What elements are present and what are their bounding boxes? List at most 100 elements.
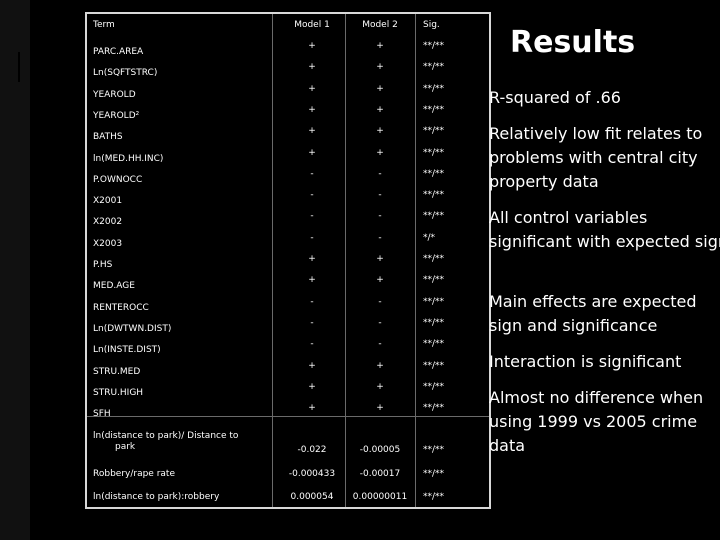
row-term: ln(distance to park):robbery: [93, 492, 220, 502]
row-model1-value: +: [308, 147, 316, 158]
row-model1-value: +: [308, 360, 316, 371]
row-model2-value: +: [376, 147, 384, 158]
row-model1-value: +: [308, 83, 316, 94]
left-decorative-band: [0, 0, 30, 540]
row-model1-value: 0.000054: [290, 492, 334, 502]
row-model2-value: +: [376, 41, 384, 51]
bullet-item: Interaction is significant: [489, 352, 682, 371]
row-sig-value: **/**: [423, 83, 445, 94]
bullet-item: Relatively low fit relates to problems w…: [489, 124, 703, 191]
row-model1-value: -: [310, 339, 314, 350]
row-sig-value: **/**: [423, 296, 445, 307]
row-model1-value: +: [308, 275, 316, 286]
bullet-item: Main effects are expected sign and signi…: [489, 292, 697, 335]
row-sig-value: **/**: [423, 104, 445, 115]
bullet-item: R-squared of .66: [489, 88, 621, 107]
row-model2-value: -: [378, 211, 382, 222]
row-model2-value: -: [378, 232, 382, 243]
table-column-divider: [345, 14, 346, 507]
row-term: YEAROLD: [93, 89, 136, 100]
row-model1-value: -: [310, 168, 314, 179]
row-sig-value: **/**: [423, 317, 445, 328]
row-sig-value: **/**: [423, 254, 445, 264]
row-model2-value: +: [376, 83, 384, 94]
row-model1-value: +: [308, 62, 316, 73]
row-sig-value: **/**: [423, 381, 445, 392]
row-sig-value: **/**: [423, 168, 445, 179]
row-model2-value: +: [376, 381, 384, 392]
row-term: YEAROLD²: [93, 110, 140, 121]
row-term: ln(MED.HH.INC): [93, 153, 164, 164]
row-term: ln(distance to park)/ Distance to: [93, 431, 239, 441]
row-model1-value: -: [310, 317, 314, 328]
row-model2-value: -0.00005: [359, 445, 401, 455]
row-term: BATHS: [93, 132, 123, 143]
row-sig-value: **/**: [423, 211, 445, 222]
row-sig-value: **/**: [423, 339, 445, 350]
row-model1-value: +: [308, 381, 316, 392]
row-term: Ln(SQFTSTRC): [93, 68, 158, 79]
row-model1-value: -: [310, 296, 314, 307]
bullet-item: All control variables significant with e…: [489, 208, 720, 251]
slide: Term Model 1 Model 2 Sig. PARC.AREA + + **/…: [30, 0, 720, 540]
row-model1-value: +: [308, 41, 316, 51]
row-model2-value: +: [376, 254, 384, 264]
header-term: Term: [93, 20, 115, 30]
row-term: SFH: [93, 409, 111, 420]
row-model1-value: -: [310, 211, 314, 222]
row-sig-value: **/**: [423, 190, 445, 201]
table-row-divider: [87, 416, 489, 417]
row-term: P.HS: [93, 260, 113, 270]
results-table: Term Model 1 Model 2 Sig. PARC.AREA + + **/…: [85, 12, 491, 509]
row-term: Ln(DWTWN.DIST): [93, 323, 172, 334]
row-model2-value: -: [378, 296, 382, 307]
table-column-divider: [272, 14, 273, 507]
row-sig-value: **/**: [423, 403, 445, 414]
row-sig-value: **/**: [423, 275, 445, 286]
row-model2-value: +: [376, 104, 384, 115]
row-term: STRU.MED: [93, 366, 141, 377]
row-model2-value: +: [376, 126, 384, 137]
row-sig-value: **/**: [423, 62, 445, 73]
row-sig-value: **/**: [423, 41, 445, 51]
row-sig-value: **/**: [423, 360, 445, 371]
row-model2-value: +: [376, 62, 384, 73]
table-column-divider: [415, 14, 416, 507]
row-sig-value: **/**: [423, 492, 445, 502]
row-sig-value: **/**: [423, 147, 445, 158]
row-term-cont: park: [115, 442, 136, 452]
row-model2-value: -0.00017: [359, 469, 401, 479]
row-term: X2001: [93, 196, 123, 207]
row-sig-value: **/**: [423, 469, 445, 479]
row-model1-value: +: [308, 254, 316, 264]
row-term: RENTEROCC: [93, 302, 149, 313]
row-model2-value: +: [376, 275, 384, 286]
row-model1-value: -: [310, 232, 314, 243]
bullet-item: Almost no difference when using 1999 vs …: [489, 388, 704, 455]
row-term: X2003: [93, 238, 123, 249]
row-term: X2002: [93, 217, 123, 228]
row-model1-value: -0.022: [297, 445, 327, 455]
header-model1: Model 1: [294, 20, 330, 30]
row-model2-value: +: [376, 360, 384, 371]
row-model2-value: -: [378, 317, 382, 328]
row-term: MED.AGE: [93, 281, 135, 292]
row-model1-value: +: [308, 403, 316, 414]
row-model2-value: -: [378, 190, 382, 201]
row-model1-value: +: [308, 104, 316, 115]
row-model2-value: 0.00000011: [352, 492, 408, 502]
row-term: Ln(INSTE.DIST): [93, 345, 161, 356]
row-term: PARC.AREA: [93, 47, 144, 57]
row-model1-value: -: [310, 190, 314, 201]
left-decorative-mark: [18, 52, 30, 82]
row-model2-value: -: [378, 168, 382, 179]
row-term: STRU.HIGH: [93, 387, 144, 398]
slide-title: Results: [510, 25, 636, 60]
header-sig: Sig.: [423, 20, 440, 30]
row-sig-value: */*: [423, 232, 436, 243]
row-model1-value: +: [308, 126, 316, 137]
row-model1-value: -0.000433: [288, 469, 336, 479]
row-term: Robbery/rape rate: [93, 469, 175, 479]
row-sig-value: **/**: [423, 445, 445, 455]
row-model2-value: -: [378, 339, 382, 350]
